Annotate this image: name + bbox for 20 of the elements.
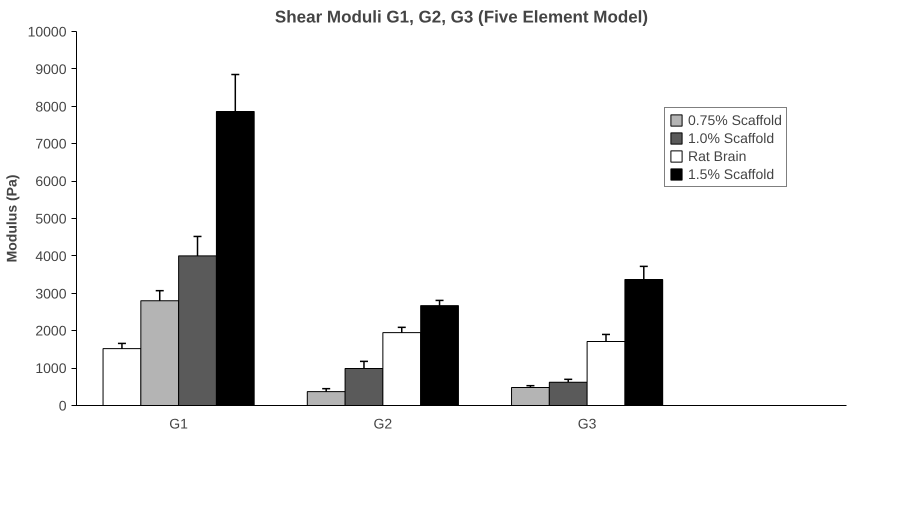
x-tick-label: G2	[374, 416, 392, 432]
y-tick-label: 10000	[28, 24, 67, 40]
y-tick-label: 2000	[35, 322, 67, 339]
y-tick-label: 6000	[35, 173, 67, 190]
y-tick-label: 5000	[35, 210, 67, 226]
legend-label: 1.0% Scaffold	[688, 130, 774, 146]
x-tick-label: G1	[169, 416, 188, 432]
y-tick-label: 7000	[35, 136, 67, 152]
y-axis-title: Modulus (Pa)	[4, 174, 20, 262]
legend-label: 0.75% Scaffold	[688, 112, 782, 128]
y-tick-label: 0	[58, 398, 67, 414]
x-tick-label: G3	[578, 416, 597, 432]
legend-label: Rat Brain	[688, 148, 746, 164]
y-tick-label: 9000	[35, 60, 67, 77]
y-tick-label: 1000	[35, 360, 67, 376]
y-tick-label: 8000	[35, 98, 67, 114]
legend-label: 1.5% Scaffold	[688, 166, 774, 182]
chart-title: Shear Moduli G1, G2, G3 (Five Element Model)	[274, 8, 648, 26]
y-tick-label: 3000	[35, 285, 67, 302]
y-tick-label: 4000	[35, 248, 67, 264]
